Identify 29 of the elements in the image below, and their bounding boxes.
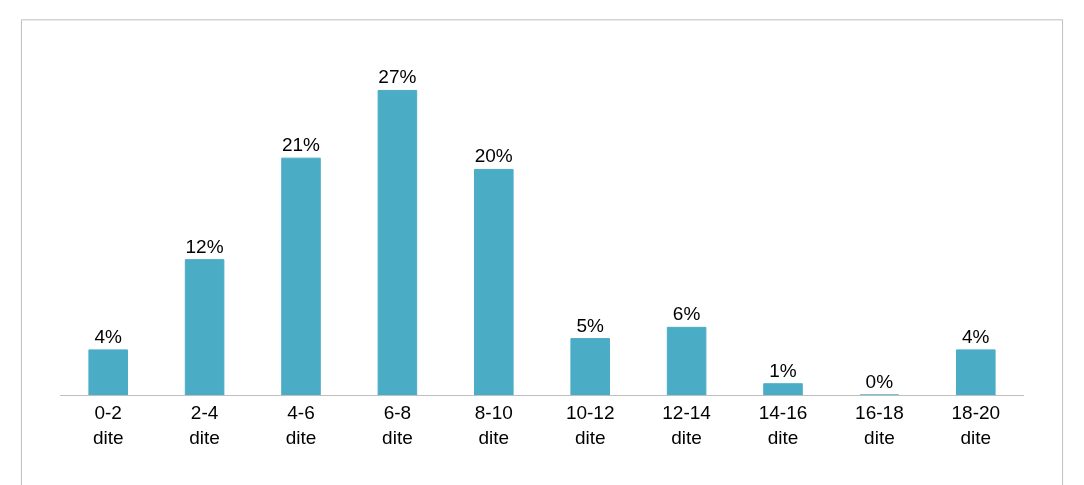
bar bbox=[570, 338, 610, 395]
x-tick-label: 0-2 dite bbox=[92, 401, 124, 448]
bar bbox=[666, 326, 707, 395]
data-label: 20% bbox=[474, 145, 513, 167]
data-label: 12% bbox=[185, 235, 224, 257]
data-label: 5% bbox=[576, 314, 604, 336]
bar bbox=[474, 168, 514, 395]
data-label: 1% bbox=[769, 359, 797, 381]
x-tick-label: 2-4 dite bbox=[189, 401, 220, 448]
data-label: 27% bbox=[378, 66, 417, 88]
x-tick-label: 6-8 dite bbox=[382, 401, 413, 448]
data-label: 21% bbox=[281, 134, 321, 156]
data-label: 4% bbox=[94, 325, 122, 347]
x-tick-label: 18-20 dite bbox=[951, 401, 1001, 448]
bar bbox=[88, 349, 128, 395]
bar bbox=[184, 259, 225, 395]
x-tick-label: 14-16 dite bbox=[758, 401, 808, 448]
x-tick-label: 12-14 dite bbox=[662, 401, 712, 448]
x-tick-label: 4-6 dite bbox=[285, 401, 317, 448]
x-tick-label: 16-18 dite bbox=[855, 401, 904, 448]
x-tick-label: 10-12 dite bbox=[565, 401, 615, 448]
data-label: 4% bbox=[962, 325, 990, 347]
bar bbox=[281, 157, 321, 395]
bar bbox=[377, 89, 418, 395]
data-label: 0% bbox=[865, 371, 894, 392]
bar bbox=[763, 383, 803, 395]
x-tick-label: 8-10 dite bbox=[474, 401, 513, 448]
data-label: 6% bbox=[672, 303, 701, 325]
bar bbox=[956, 349, 996, 395]
